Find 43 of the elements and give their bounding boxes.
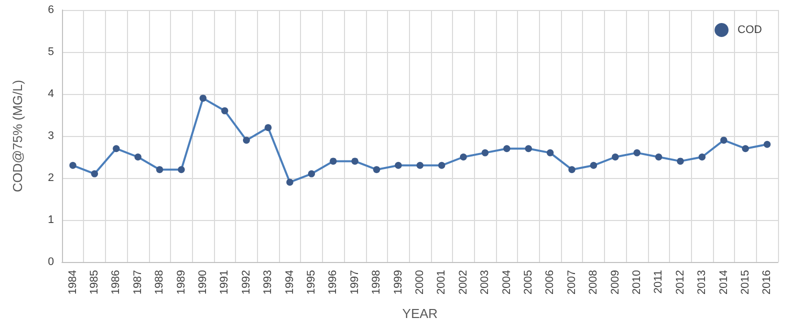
x-tick-label: 1984: [66, 270, 79, 294]
x-tick-label: 1995: [306, 270, 318, 294]
y-tick-label: 1: [48, 214, 54, 226]
x-tick-label: 1991: [218, 270, 231, 294]
x-tick-label: 1997: [348, 270, 361, 294]
x-tick-label: 2007: [566, 270, 578, 294]
y-tick-label: 0: [48, 256, 54, 268]
y-tick-label: 2: [48, 172, 54, 184]
y-tick-label: 6: [48, 4, 54, 16]
x-tick-label: 2014: [718, 270, 730, 294]
x-tick-label: 1986: [110, 270, 122, 294]
x-tick-label: 2001: [436, 270, 448, 294]
x-tick-label: 1994: [284, 270, 296, 294]
x-tick-label: 2010: [630, 270, 643, 294]
x-tick-label: 2011: [652, 270, 665, 294]
y-tick-label: 4: [48, 88, 54, 100]
x-tick-label: 2000: [414, 270, 426, 294]
y-axis-title: COD@75% (MG/L): [10, 80, 25, 192]
y-tick-label: 3: [48, 130, 54, 142]
x-tick-label: 2016: [761, 270, 774, 294]
x-tick-label: 1990: [197, 270, 210, 294]
x-tick-label: 1989: [175, 270, 188, 294]
x-tick-label: 1988: [154, 270, 166, 294]
x-tick-label: 1985: [88, 270, 101, 294]
x-axis-title: YEAR: [402, 306, 438, 321]
x-tick-label: 2003: [479, 270, 492, 294]
x-tick-label: 2002: [457, 270, 470, 294]
x-tick-label: 2009: [609, 270, 622, 294]
x-tick-label: 1993: [262, 270, 274, 294]
x-tick-label: 2012: [674, 270, 686, 294]
x-tick-label: 2015: [739, 270, 752, 294]
x-tick-label: 2008: [588, 270, 600, 294]
x-tick-label: 1992: [240, 270, 252, 294]
x-tick-label: 2004: [500, 270, 513, 294]
x-tick-label: 1996: [327, 270, 340, 294]
x-tick-label: 2006: [544, 270, 556, 294]
x-tick-label: 2013: [696, 270, 708, 294]
legend-label: COD: [738, 24, 762, 36]
x-tick-label: 1999: [392, 270, 404, 294]
y-tick-label: 5: [48, 46, 54, 58]
x-tick-label: 2005: [522, 270, 534, 294]
x-tick-label: 1998: [370, 270, 383, 294]
x-tick-label: 1987: [132, 270, 144, 294]
